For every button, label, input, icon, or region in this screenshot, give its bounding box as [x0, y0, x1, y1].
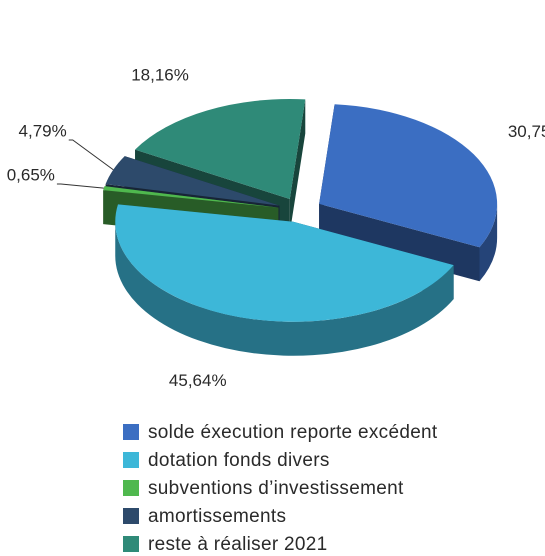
leader-line: [56, 183, 104, 189]
data-label: 45,64%: [169, 371, 227, 390]
slice-wall: [479, 203, 498, 282]
leader-line: [68, 139, 114, 171]
slice-top: [103, 186, 279, 208]
slice-top: [135, 99, 306, 200]
legend-label: solde éxecution reporte excédent: [148, 422, 438, 443]
legend-label: dotation fonds divers: [148, 450, 330, 471]
legend-swatch: [123, 452, 139, 468]
data-label: 4,79%: [19, 121, 67, 140]
legend-swatch: [123, 424, 139, 440]
slice-top: [115, 204, 454, 322]
slice-face: [289, 99, 306, 234]
data-label: 0,65%: [7, 165, 55, 184]
legend-swatch: [123, 536, 139, 552]
slice-top: [319, 104, 498, 248]
slice-wall: [115, 221, 454, 356]
legend-label: subventions d’investissement: [148, 478, 404, 499]
legend-label: amortissements: [148, 506, 286, 527]
slice: [115, 204, 454, 356]
slice-top: [105, 156, 280, 206]
data-label: 30,75%: [508, 122, 545, 141]
legend-swatch: [123, 508, 139, 524]
data-label: 18,16%: [131, 66, 189, 85]
legend-swatch: [123, 480, 139, 496]
legend-label: reste à réaliser 2021: [148, 534, 328, 555]
